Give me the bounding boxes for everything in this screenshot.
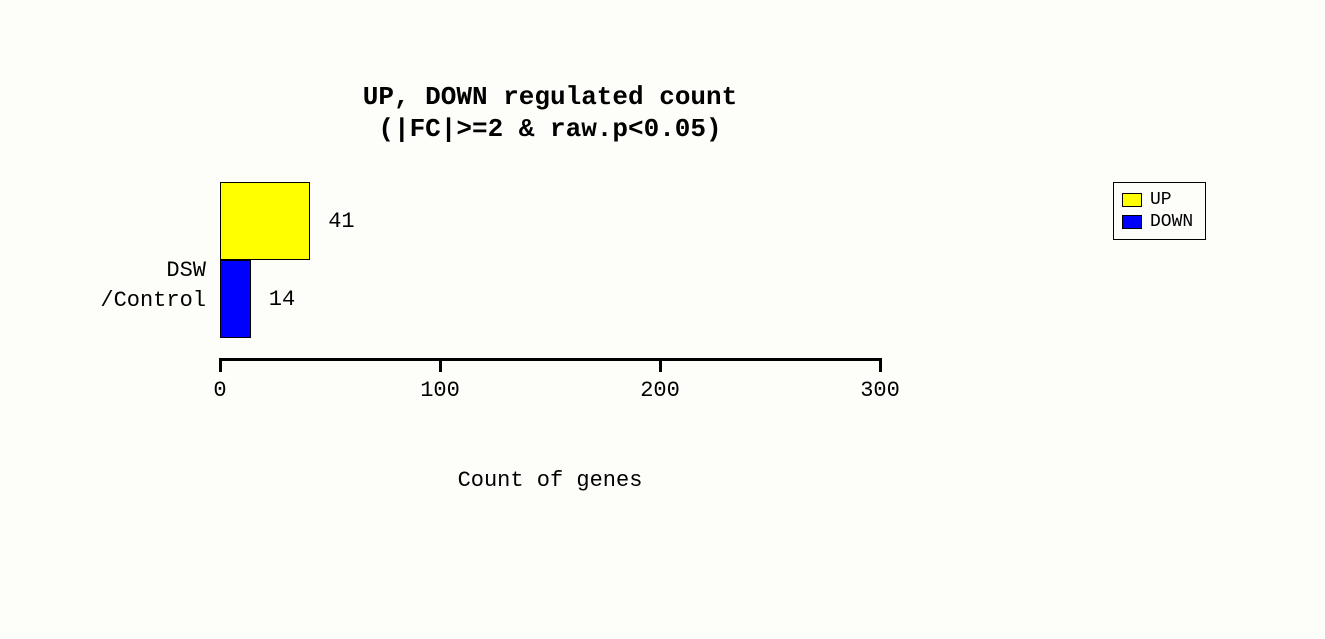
x-tick-label: 300 bbox=[860, 378, 900, 403]
legend: UP DOWN bbox=[1113, 182, 1206, 240]
plot-area: 41 14 0100200300 bbox=[220, 182, 880, 392]
x-tick-mark bbox=[439, 358, 442, 372]
y-category-line2: /Control bbox=[88, 288, 206, 313]
bar-up bbox=[220, 182, 310, 260]
chart-title-line2: (|FC|>=2 & raw.p<0.05) bbox=[220, 114, 880, 144]
bar-up-value: 41 bbox=[328, 209, 354, 234]
x-axis-label: Count of genes bbox=[220, 468, 880, 493]
legend-swatch-up bbox=[1122, 193, 1142, 207]
x-axis-line bbox=[220, 358, 880, 361]
x-tick-label: 200 bbox=[640, 378, 680, 403]
y-category-line1: DSW bbox=[88, 258, 206, 283]
x-tick-mark bbox=[659, 358, 662, 372]
legend-label-down: DOWN bbox=[1150, 211, 1193, 233]
bar-down bbox=[220, 260, 251, 338]
x-tick-mark bbox=[879, 358, 882, 372]
legend-item-down: DOWN bbox=[1122, 211, 1193, 233]
legend-swatch-down bbox=[1122, 215, 1142, 229]
chart-title-line1: UP, DOWN regulated count bbox=[220, 82, 880, 112]
bar-down-value: 14 bbox=[269, 287, 295, 312]
legend-label-up: UP bbox=[1150, 189, 1172, 211]
x-tick-mark bbox=[219, 358, 222, 372]
legend-item-up: UP bbox=[1122, 189, 1193, 211]
x-tick-label: 100 bbox=[420, 378, 460, 403]
x-tick-label: 0 bbox=[213, 378, 226, 403]
